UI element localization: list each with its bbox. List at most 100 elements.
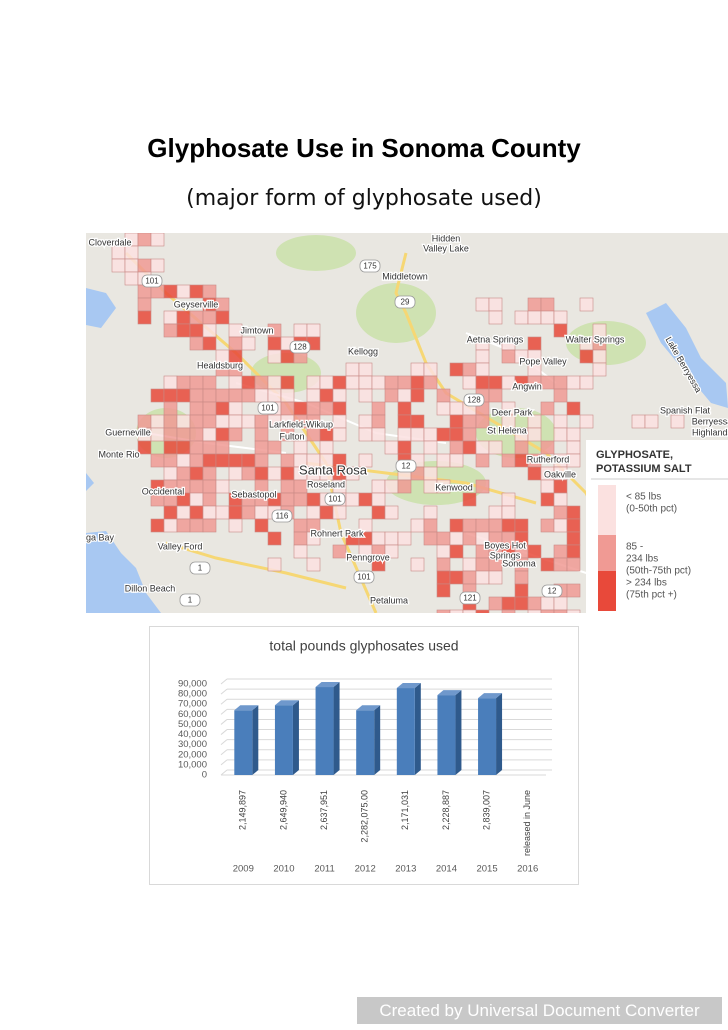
route-shield xyxy=(189,561,211,575)
place-label: Rohnert Park xyxy=(310,528,364,538)
use-square xyxy=(527,596,542,611)
water xyxy=(86,288,728,613)
use-square xyxy=(189,401,204,416)
use-square xyxy=(514,583,529,598)
use-square xyxy=(163,310,178,325)
grid-side xyxy=(220,698,228,705)
use-square xyxy=(449,362,464,377)
use-square xyxy=(488,388,503,403)
route-shield xyxy=(353,570,375,584)
use-square xyxy=(163,323,178,338)
use-square xyxy=(644,414,659,429)
use-square xyxy=(579,375,594,390)
use-square xyxy=(527,297,542,312)
use-square xyxy=(293,323,308,338)
use-square xyxy=(527,466,542,481)
use-square xyxy=(163,388,178,403)
use-square xyxy=(202,310,217,325)
use-square xyxy=(527,336,542,351)
use-square xyxy=(553,609,568,613)
place-label: Fulton xyxy=(279,431,304,441)
legend-title: POTASSIUM SALT xyxy=(596,463,692,475)
use-square xyxy=(306,427,321,442)
place-label: Monte Rio xyxy=(98,449,139,459)
use-square xyxy=(293,401,308,416)
use-square xyxy=(163,427,178,442)
use-square xyxy=(293,492,308,507)
use-square xyxy=(228,414,243,429)
route-label: 1 xyxy=(198,564,203,573)
use-square xyxy=(176,453,191,468)
use-square xyxy=(189,310,204,325)
use-square xyxy=(423,505,438,520)
route-label: 101 xyxy=(145,277,159,286)
use-square xyxy=(488,505,503,520)
bar xyxy=(478,698,497,775)
use-square xyxy=(137,414,152,429)
use-square xyxy=(475,570,490,585)
use-square xyxy=(124,258,139,273)
use-square xyxy=(475,362,490,377)
place-label: Geyserville xyxy=(174,299,219,309)
use-square xyxy=(553,323,568,338)
use-square xyxy=(319,388,334,403)
use-square xyxy=(124,245,139,260)
use-square xyxy=(254,375,269,390)
place-label: Boyes Hot xyxy=(484,540,526,550)
use-square xyxy=(553,479,568,494)
x-tick-label: 2009 xyxy=(233,864,254,875)
use-square xyxy=(475,609,490,613)
use-square xyxy=(345,492,360,507)
legend-label: (0-50th pct) xyxy=(626,504,677,515)
use-square xyxy=(358,414,373,429)
use-square xyxy=(215,401,230,416)
use-square xyxy=(384,505,399,520)
y-tick-label: 90,000 xyxy=(178,679,207,690)
place-label: Larkfield-Wikiup xyxy=(269,419,333,429)
use-square xyxy=(176,466,191,481)
use-square xyxy=(267,531,282,546)
use-square xyxy=(228,453,243,468)
place-label: Berryessa xyxy=(692,416,728,426)
use-square xyxy=(241,336,256,351)
use-square xyxy=(137,258,152,273)
use-square xyxy=(423,466,438,481)
use-square xyxy=(163,414,178,429)
place-label: Petaluma xyxy=(370,595,408,605)
use-square xyxy=(566,583,581,598)
grid-side xyxy=(220,678,228,685)
use-square xyxy=(202,492,217,507)
use-square xyxy=(267,557,282,572)
use-square xyxy=(189,453,204,468)
use-square xyxy=(540,557,555,572)
route-label: 29 xyxy=(401,298,410,307)
route-shield xyxy=(394,295,416,309)
use-square xyxy=(111,258,126,273)
use-square xyxy=(384,531,399,546)
use-square xyxy=(202,336,217,351)
use-square xyxy=(423,518,438,533)
use-square xyxy=(449,427,464,442)
use-square xyxy=(462,362,477,377)
use-square xyxy=(189,492,204,507)
use-square xyxy=(592,362,607,377)
route-shield xyxy=(141,274,163,288)
bar-annotation: 2,171,031 xyxy=(400,790,410,830)
use-square xyxy=(358,492,373,507)
legend-swatch xyxy=(598,485,616,535)
use-square xyxy=(475,518,490,533)
grid-side xyxy=(220,708,228,715)
legend-swatch xyxy=(598,571,616,611)
use-square xyxy=(553,518,568,533)
route-shield xyxy=(459,591,481,605)
x-tick-label: 2012 xyxy=(355,864,376,875)
route-label: 116 xyxy=(276,512,289,521)
route-label: 128 xyxy=(293,343,307,352)
use-square xyxy=(423,362,438,377)
place-label: St Helena xyxy=(487,425,527,435)
use-square xyxy=(579,297,594,312)
use-square xyxy=(462,609,477,613)
use-square xyxy=(215,310,230,325)
use-square xyxy=(293,440,308,455)
